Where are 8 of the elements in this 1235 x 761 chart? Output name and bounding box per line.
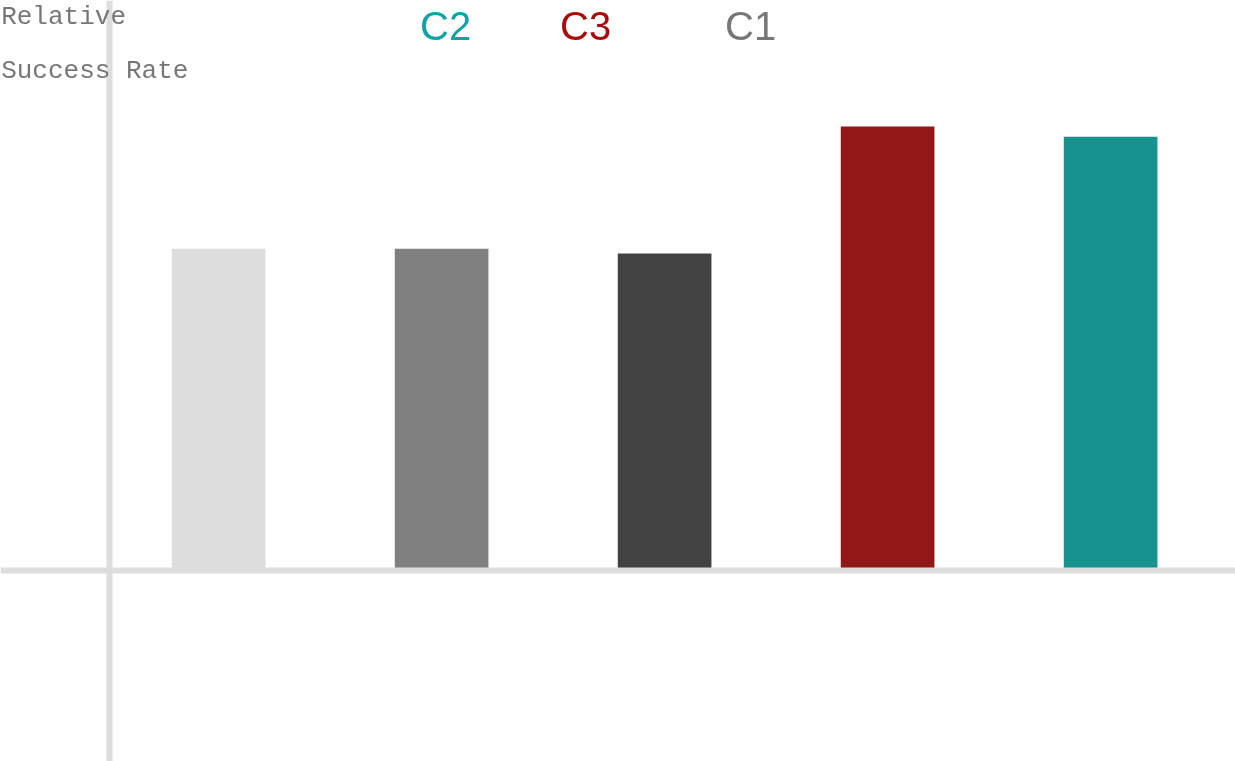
text: C1 [725,3,777,48]
text: C3 [560,3,612,48]
bar [1063,136,1158,571]
bar [840,126,935,571]
bar [394,248,489,571]
bar [617,253,712,571]
text: C2 [420,3,472,48]
y-axis-title: Relative Success Rate [1,2,189,87]
